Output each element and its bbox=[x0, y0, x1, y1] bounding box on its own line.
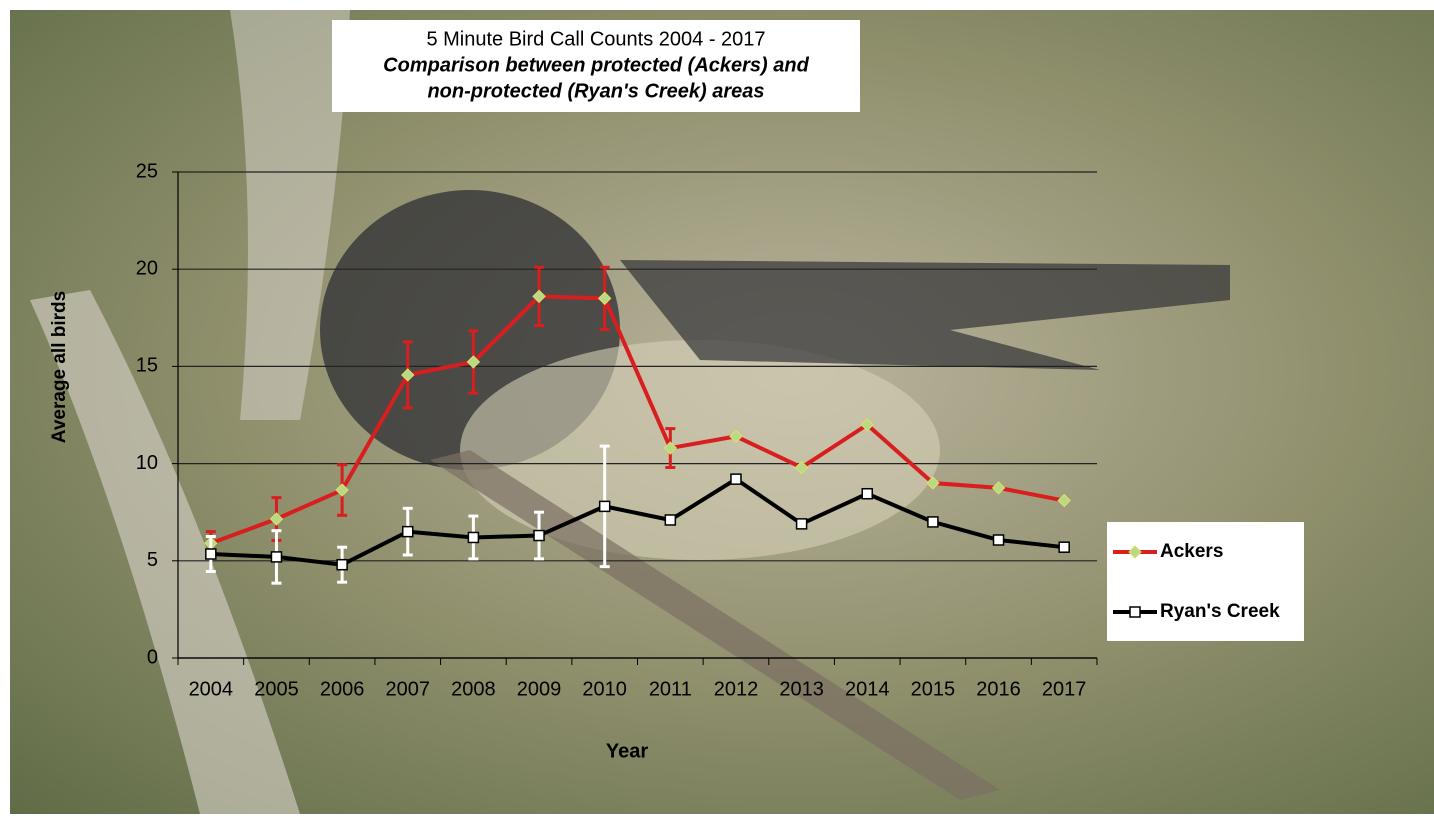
data-point bbox=[402, 525, 414, 538]
data-point bbox=[992, 534, 1005, 546]
data-point bbox=[861, 487, 873, 500]
y-tick-label: 5 bbox=[147, 549, 158, 571]
legend-box bbox=[1107, 522, 1304, 641]
data-point bbox=[467, 531, 480, 544]
data-point bbox=[532, 289, 546, 304]
x-tick-label: 2007 bbox=[386, 678, 431, 700]
data-point bbox=[927, 516, 939, 528]
data-point bbox=[926, 476, 940, 490]
data-point bbox=[401, 368, 415, 382]
legend-marker bbox=[1129, 606, 1141, 618]
data-point bbox=[598, 500, 611, 513]
branch-shape bbox=[230, 10, 350, 420]
y-tick-label: 10 bbox=[136, 452, 158, 474]
data-point bbox=[336, 558, 348, 571]
data-point bbox=[1057, 493, 1071, 508]
data-point bbox=[730, 473, 742, 485]
data-point bbox=[466, 355, 481, 369]
data-point bbox=[1058, 541, 1070, 553]
title-box bbox=[332, 20, 860, 112]
data-point bbox=[533, 529, 545, 542]
legend-label: Ryan's Creek bbox=[1160, 601, 1280, 622]
data-point bbox=[597, 291, 612, 306]
data-point bbox=[664, 514, 677, 526]
data-point bbox=[205, 548, 217, 560]
x-tick-label: 2014 bbox=[845, 678, 890, 700]
y-tick-label: 0 bbox=[147, 646, 158, 668]
y-tick-label: 25 bbox=[136, 160, 158, 182]
x-tick-label: 2012 bbox=[714, 678, 759, 700]
data-point bbox=[270, 551, 283, 563]
x-tick-label: 2006 bbox=[320, 678, 365, 700]
x-axis-title: Year bbox=[606, 740, 648, 762]
x-tick-label: 2004 bbox=[189, 678, 234, 700]
x-tick-label: 2005 bbox=[254, 678, 299, 700]
data-point bbox=[860, 418, 874, 432]
chart-title: 5 Minute Bird Call Counts 2004 - 2017 bbox=[426, 28, 765, 50]
x-tick-label: 2017 bbox=[1042, 678, 1087, 700]
x-tick-label: 2015 bbox=[911, 678, 956, 700]
y-axis-title: Average all birds bbox=[49, 291, 70, 443]
data-point bbox=[663, 441, 678, 455]
bird-shape bbox=[460, 340, 940, 560]
x-tick-label: 2016 bbox=[976, 678, 1021, 700]
series-line bbox=[210, 294, 1065, 546]
data-point bbox=[729, 429, 743, 444]
branch-shape bbox=[430, 450, 1000, 800]
x-tick-label: 2008 bbox=[451, 678, 496, 700]
bird-shape bbox=[620, 260, 1230, 370]
branch-shape bbox=[30, 290, 300, 814]
x-tick-label: 2010 bbox=[582, 678, 627, 700]
y-tick-label: 20 bbox=[136, 257, 158, 279]
chart-subtitle: non-protected (Ryan's Creek) areas bbox=[427, 80, 764, 102]
data-point bbox=[794, 460, 809, 475]
y-tick-label: 15 bbox=[136, 355, 158, 377]
data-point bbox=[991, 481, 1006, 495]
legend-marker bbox=[1128, 545, 1142, 559]
x-tick-label: 2009 bbox=[517, 678, 562, 700]
data-point bbox=[269, 512, 284, 526]
x-tick-label: 2013 bbox=[779, 678, 824, 700]
legend-label: Ackers bbox=[1160, 541, 1223, 562]
data-point bbox=[335, 483, 349, 497]
data-point bbox=[795, 518, 808, 530]
series-line bbox=[210, 476, 1065, 567]
x-tick-label: 2011 bbox=[649, 678, 692, 700]
chart-subtitle: Comparison between protected (Ackers) an… bbox=[383, 54, 809, 76]
